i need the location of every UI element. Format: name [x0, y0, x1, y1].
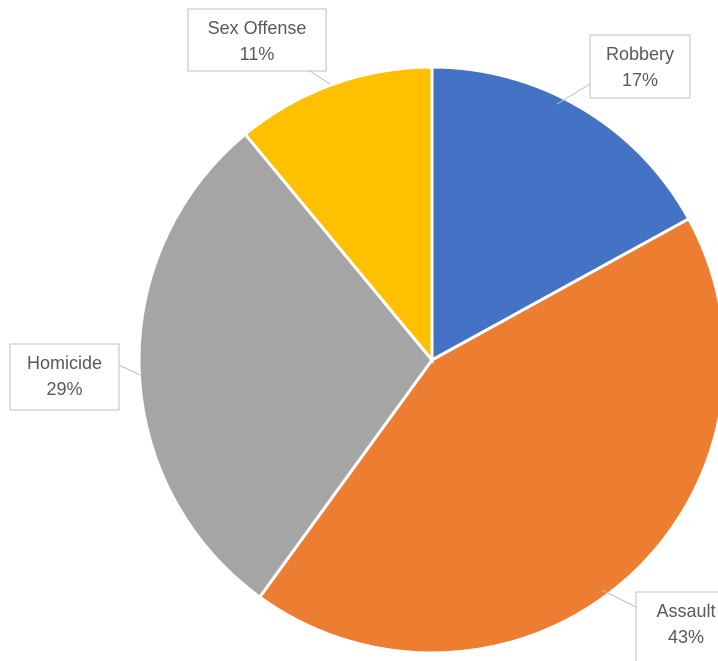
- label-box: [187, 8, 327, 72]
- leader-line: [556, 83, 591, 105]
- data-label-assault: Assault 43%: [601, 589, 718, 661]
- label-box: [9, 343, 120, 411]
- label-category: Assault: [656, 601, 715, 621]
- label-percent: 11%: [240, 44, 275, 64]
- label-box: [589, 34, 691, 99]
- label-category: Homicide: [27, 353, 102, 373]
- leader-line: [118, 358, 141, 376]
- data-label-robbery: Robbery 17%: [556, 34, 691, 105]
- label-percent: 29%: [46, 379, 82, 399]
- label-percent: 43%: [668, 627, 704, 647]
- data-label-homicide: Homicide 29%: [9, 343, 141, 411]
- label-category: Sex Offense: [208, 18, 307, 38]
- data-labels: Robbery 17% Assault 43% Homicide 29% Sex Offen…: [9, 8, 718, 661]
- leader-line: [601, 589, 637, 608]
- leader-line: [309, 70, 331, 85]
- pie-slice-sex-offense: [243, 65, 434, 365]
- pie-slice-homicide: [137, 132, 434, 600]
- label-category: Robbery: [606, 44, 674, 64]
- pie-slices: [137, 65, 718, 655]
- pie-slice-assault: [257, 216, 718, 655]
- label-box: [635, 591, 718, 661]
- pie-slice-robbery: [430, 65, 691, 363]
- label-percent: 17%: [622, 70, 658, 90]
- data-label-sex-offense: Sex Offense 11%: [187, 8, 331, 85]
